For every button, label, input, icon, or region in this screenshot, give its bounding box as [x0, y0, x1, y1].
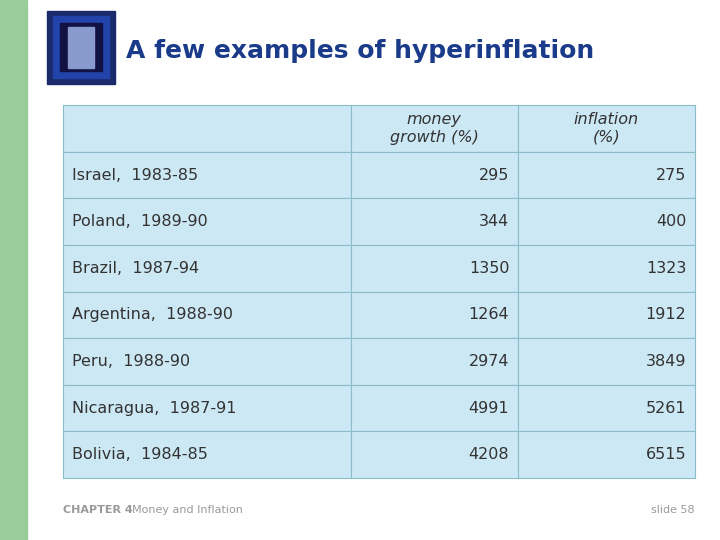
Text: 1912: 1912	[645, 307, 686, 322]
Text: 1323: 1323	[646, 261, 686, 276]
Text: 400: 400	[656, 214, 686, 230]
Bar	[351, 152, 518, 199]
Text: A few examples of hyperinflation: A few examples of hyperinflation	[126, 39, 594, 63]
Bar	[518, 245, 695, 292]
Bar	[60, 23, 102, 71]
Bar	[518, 431, 695, 478]
Bar	[63, 292, 351, 338]
Text: Argentina,  1988-90: Argentina, 1988-90	[72, 307, 233, 322]
Bar	[63, 198, 351, 245]
Text: 275: 275	[656, 167, 686, 183]
Bar	[63, 384, 351, 431]
Text: 5261: 5261	[646, 401, 686, 416]
Text: slide 58: slide 58	[651, 505, 695, 515]
Bar	[63, 431, 351, 478]
Bar	[0, 0, 27, 540]
Bar	[53, 16, 109, 78]
Bar	[63, 245, 351, 292]
Bar	[518, 384, 695, 431]
Text: Bolivia,  1984-85: Bolivia, 1984-85	[72, 447, 208, 462]
Text: inflation
(%): inflation (%)	[574, 112, 639, 145]
Text: 344: 344	[479, 214, 509, 230]
Text: Brazil,  1987-94: Brazil, 1987-94	[72, 261, 199, 276]
Bar	[351, 105, 518, 152]
Text: CHAPTER 4: CHAPTER 4	[63, 505, 133, 515]
Text: 4208: 4208	[469, 447, 509, 462]
Text: 2974: 2974	[469, 354, 509, 369]
Text: Money and Inflation: Money and Inflation	[132, 505, 243, 515]
Bar	[351, 198, 518, 245]
Bar	[63, 152, 351, 199]
Text: Nicaragua,  1987-91: Nicaragua, 1987-91	[72, 401, 236, 416]
Bar	[47, 11, 115, 84]
Bar	[518, 198, 695, 245]
Bar	[351, 292, 518, 338]
Text: 1350: 1350	[469, 261, 509, 276]
Bar	[351, 245, 518, 292]
Bar	[351, 338, 518, 384]
Bar	[518, 292, 695, 338]
Bar	[351, 384, 518, 431]
Bar	[63, 338, 351, 384]
Text: Poland,  1989-90: Poland, 1989-90	[72, 214, 208, 230]
Text: money
growth (%): money growth (%)	[390, 112, 479, 145]
Bar	[518, 338, 695, 384]
Text: Israel,  1983-85: Israel, 1983-85	[72, 167, 198, 183]
Bar	[68, 27, 94, 68]
Bar	[351, 431, 518, 478]
Text: 1264: 1264	[469, 307, 509, 322]
Bar	[63, 105, 351, 152]
Bar	[518, 152, 695, 199]
Text: 295: 295	[479, 167, 509, 183]
Text: Peru,  1988-90: Peru, 1988-90	[72, 354, 190, 369]
Bar	[518, 105, 695, 152]
Text: 3849: 3849	[646, 354, 686, 369]
Text: 4991: 4991	[469, 401, 509, 416]
Text: 6515: 6515	[646, 447, 686, 462]
